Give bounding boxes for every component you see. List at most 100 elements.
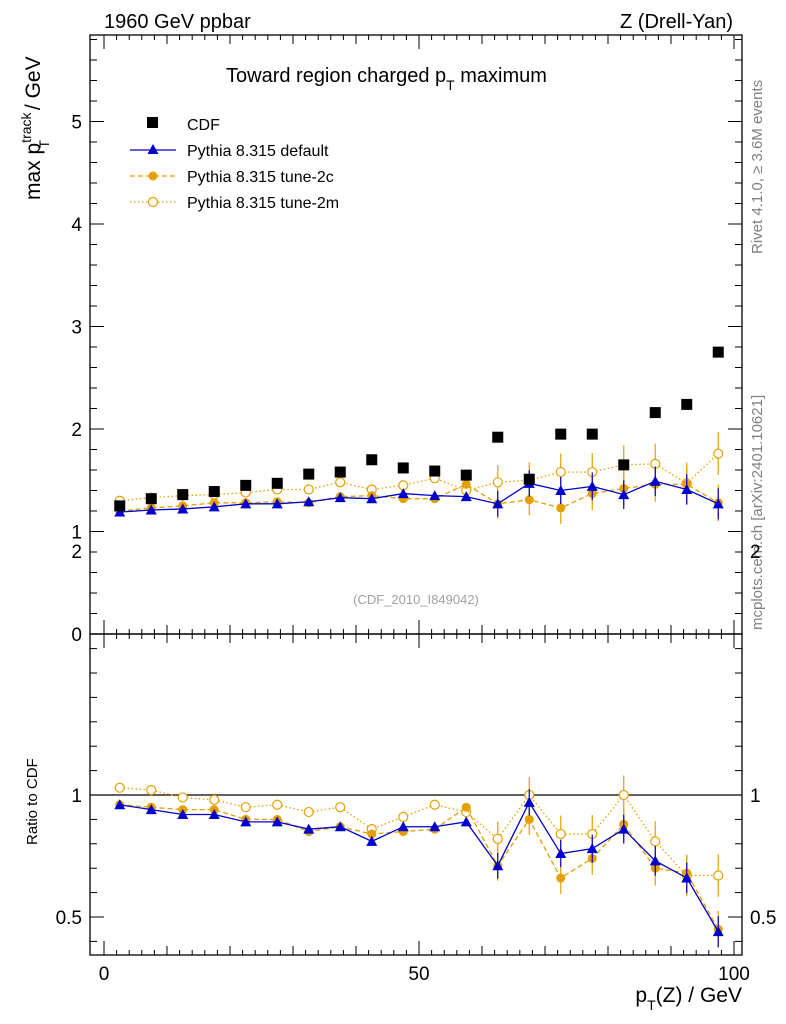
ratio-pythia-8-315-tune-2m-point xyxy=(713,870,724,881)
energy-label: 1960 GeV ppbar xyxy=(104,11,251,33)
main-y-axis-label: max ptrackT / GeV xyxy=(18,56,52,200)
main-pythia-8-315-tune-2c-line xyxy=(119,483,719,512)
main-pythia-8-315-tune-2m-point xyxy=(713,448,724,459)
main-pythia-8-315-tune-2c-point xyxy=(461,479,471,489)
main-cdf-point xyxy=(208,486,220,498)
x-tick-label: 0 xyxy=(99,964,110,985)
y-tick-label: 0 xyxy=(71,625,82,646)
ratio-y-tick-label-right: 0.5 xyxy=(750,908,776,929)
main-pythia-8-315-default-point xyxy=(114,506,126,517)
ratio-pythia-8-315-tune-2c-point xyxy=(524,814,534,824)
main-cdf-point xyxy=(366,454,378,466)
main-pythia-8-315-default-point xyxy=(240,498,252,509)
ratio-y-tick-label-right: 2 xyxy=(750,542,761,563)
ratio-pythia-8-315-tune-2m-point xyxy=(146,785,157,796)
ratio-y-axis-label: Ratio to CDF xyxy=(24,758,41,845)
legend-label-tune2m: Pythia 8.315 tune-2m xyxy=(187,195,339,212)
y-tick-label: 4 xyxy=(71,215,82,236)
main-pythia-8-315-default-point xyxy=(208,501,220,512)
mcplots-label: mcplots.cern.ch [arXiv:2401.10621] xyxy=(749,395,766,630)
ratio-pythia-8-315-tune-2m-point xyxy=(650,836,661,847)
legend-label-tune2c: Pythia 8.315 tune-2c xyxy=(187,169,334,186)
ratio-pythia-8-315-default-point xyxy=(712,926,724,937)
main-cdf-point xyxy=(240,479,252,491)
ratio-pythia-8-315-default-point xyxy=(208,809,220,820)
ratio-pythia-8-315-default-point xyxy=(586,843,598,854)
ratio-pythia-8-315-default-point xyxy=(177,809,189,820)
main-pythia-8-315-default-point xyxy=(586,480,598,491)
legend: CDF Pythia 8.315 default Pythia 8.315 tu… xyxy=(130,117,339,212)
ratio-pythia-8-315-default-point xyxy=(271,816,283,827)
ratio-pythia-8-315-default-line xyxy=(119,800,719,932)
ratio-pythia-8-315-tune-2m-point xyxy=(492,833,503,845)
ratio-y-tick-label-right: 1 xyxy=(750,786,761,807)
ratio-pythia-8-315-tune-2m-point xyxy=(303,806,314,818)
ratio-pythia-8-315-tune-2c-point xyxy=(556,873,566,883)
main-pythia-8-315-default-line xyxy=(119,480,719,513)
main-cdf-point xyxy=(649,407,661,419)
x-tick-label: 50 xyxy=(408,964,429,985)
main-cdf-point xyxy=(334,466,346,478)
ratio-pythia-8-315-default-point xyxy=(681,872,693,883)
ratio-y-tick-label: 1 xyxy=(71,786,82,807)
main-pythia-8-315-tune-2m-point xyxy=(492,477,503,488)
main-pythia-8-315-default-point xyxy=(429,490,441,501)
ratio-y-tick-label: 2 xyxy=(71,542,82,563)
y-tick-label: 1 xyxy=(71,523,82,544)
main-cdf-point xyxy=(460,469,472,481)
main-pythia-8-315-default-point xyxy=(712,498,724,509)
main-pythia-8-315-tune-2c-point xyxy=(524,495,534,505)
main-pythia-8-315-default-point xyxy=(397,488,409,499)
main-pythia-8-315-default-point xyxy=(177,503,189,514)
ratio-pythia-8-315-default-point xyxy=(429,821,441,832)
main-cdf-point xyxy=(681,398,693,410)
ratio-pythia-8-315-default-point xyxy=(397,821,409,832)
main-cdf-point xyxy=(397,462,409,474)
ratio-pythia-8-315-default-point xyxy=(240,816,252,827)
main-pythia-8-315-default-point xyxy=(649,475,661,486)
main-pythia-8-315-tune-2m-point xyxy=(303,484,314,495)
main-pythia-8-315-default-point xyxy=(555,485,567,495)
ratio-pythia-8-315-default-point xyxy=(303,823,315,834)
ratio-pythia-8-315-tune-2m-point xyxy=(240,802,251,813)
main-cdf-point xyxy=(177,489,189,501)
main-pythia-8-315-default-point xyxy=(334,492,346,503)
legend-marker-tune2c xyxy=(148,171,158,181)
main-cdf-point xyxy=(303,468,315,480)
ratio-axis-ticks: 0 50 100 0.5 0.5 1 1 2 2 xyxy=(56,542,777,985)
ratio-data-series xyxy=(114,775,724,948)
y-tick-label: 5 xyxy=(71,113,82,134)
main-cdf-point xyxy=(429,465,441,477)
legend-marker-tune2m xyxy=(147,196,159,208)
ratio-pythia-8-315-default-point xyxy=(618,823,630,834)
analysis-watermark: (CDF_2010_I849042) xyxy=(353,592,479,607)
main-cdf-point xyxy=(523,473,535,485)
ratio-pythia-8-315-default-point xyxy=(555,848,567,859)
main-pythia-8-315-default-point xyxy=(618,489,630,500)
x-axis-label: pT(Z) / GeV xyxy=(635,984,742,1013)
ratio-y-tick-label: 0.5 xyxy=(56,908,82,929)
legend-label-default: Pythia 8.315 default xyxy=(187,143,329,160)
ratio-pythia-8-315-default-point xyxy=(460,816,472,827)
main-data-series xyxy=(114,346,724,524)
ratio-pythia-8-315-tune-2m-point xyxy=(209,794,220,805)
ratio-pythia-8-315-tune-2c-point xyxy=(461,802,471,812)
x-tick-label: 100 xyxy=(718,964,750,985)
main-pythia-8-315-default-point xyxy=(271,498,283,509)
main-pythia-8-315-default-point xyxy=(460,491,472,502)
main-cdf-point xyxy=(618,459,630,471)
main-pythia-8-315-default-point xyxy=(492,498,504,509)
main-pythia-8-315-default-point xyxy=(303,496,315,507)
ratio-pythia-8-315-tune-2c-point xyxy=(367,829,377,839)
ratio-pythia-8-315-tune-2m-point xyxy=(177,792,188,803)
ratio-pythia-8-315-tune-2m-point xyxy=(618,789,629,801)
ratio-pythia-8-315-tune-2m-point xyxy=(429,799,440,810)
ratio-pythia-8-315-default-point xyxy=(523,796,535,807)
main-cdf-point xyxy=(271,477,283,489)
ratio-pythia-8-315-default-point xyxy=(145,804,157,815)
y-tick-label: 3 xyxy=(71,318,82,339)
main-cdf-point xyxy=(712,346,724,358)
main-cdf-point xyxy=(145,493,157,505)
main-cdf-point xyxy=(586,428,598,440)
